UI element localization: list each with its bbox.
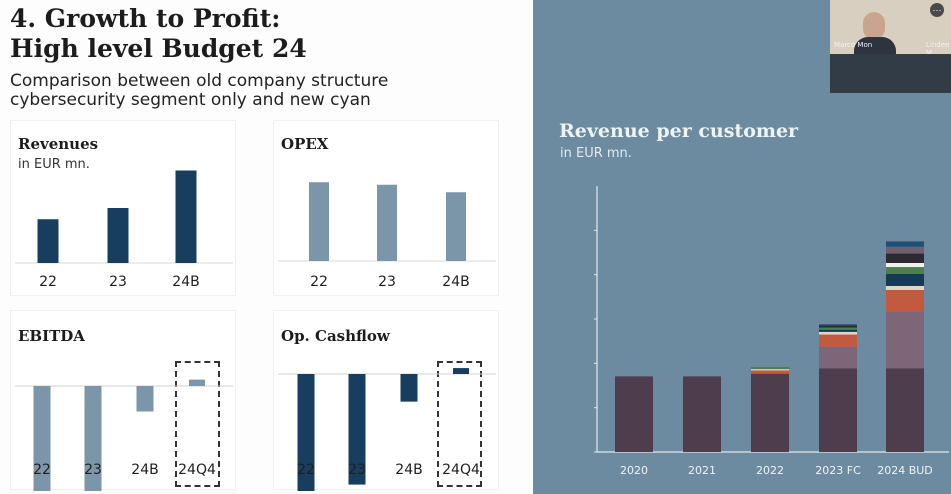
- rpc-bar-2023-fc-base: [819, 368, 857, 452]
- rpc-bar-2022-base: [751, 373, 789, 452]
- revenues-bar-22: [37, 219, 59, 263]
- rpc-bar-2023-fc-segment-10: [819, 324, 857, 326]
- ebitda-tick-24q4: 24Q4: [178, 462, 216, 478]
- slide-subtitle-line1: Comparison between old company structure: [10, 71, 389, 91]
- ebitda-bar-23: [84, 386, 102, 491]
- revenues-panel: Revenues in EUR mn. 22 23 24B: [10, 120, 236, 296]
- op_cashflow-tick-22: 22: [297, 462, 315, 478]
- rpc-bar-2022-segment-6: [751, 366, 789, 370]
- rpc-tick-2022: 2022: [756, 464, 784, 477]
- ebitda-bar-24q4: [189, 379, 205, 386]
- opex-bar-22: [309, 182, 329, 261]
- rpc-tick-2023-fc: 2023 FC: [815, 464, 861, 477]
- slide-title-line1: 4. Growth to Profit:: [10, 4, 281, 33]
- rpc-bar-2024-bud-segment-10: [886, 241, 924, 247]
- ebitda-bar-22: [33, 386, 51, 491]
- rpc-bar-2023-fc-segment-5: [819, 329, 857, 332]
- rpc-unit: in EUR mn.: [560, 146, 632, 161]
- rpc-bar-2023-fc-segment-8: [819, 325, 857, 328]
- ebitda-chart: 22 23 24B 24Q4: [15, 379, 233, 491]
- op_cashflow-tick-24q4: 24Q4: [442, 462, 480, 478]
- op-cashflow-chart: 22 23 24B 24Q4: [278, 368, 496, 491]
- ebitda-tick-24b: 24B: [131, 462, 158, 478]
- rpc-bar-2023-fc-segment-3: [819, 334, 857, 347]
- rpc-bar-2024-bud-segment-4: [886, 285, 924, 290]
- left-slide-area: 4. Growth to Profit: High level Budget 2…: [10, 4, 499, 491]
- rpc-bar-2024-bud-base: [886, 368, 924, 452]
- revenues-bar-23: [107, 208, 129, 263]
- participant-name-right: Linden M: [926, 41, 950, 57]
- slide-subtitle: Comparison between old company structure…: [10, 72, 388, 110]
- opex-chart: 22 23 24B: [278, 182, 496, 290]
- ebitda-tick-22: 22: [33, 462, 51, 478]
- ebitda-bar-24b: [136, 386, 154, 412]
- participant-name-left: Marco Mon: [834, 41, 873, 49]
- ebitda-tick-23: 23: [84, 462, 102, 478]
- revenues-chart: 22 23 24B: [15, 170, 233, 290]
- slide-title-line2: High level Budget 24: [10, 34, 307, 63]
- op-cashflow-24q4-highlight-box: [437, 361, 482, 487]
- more-options-icon[interactable]: ⋯: [930, 3, 944, 17]
- op-cashflow-title: Op. Cashflow: [281, 327, 390, 345]
- participant-head: [863, 12, 885, 39]
- rpc-bar-2022-segment-3: [751, 370, 789, 374]
- ebitda-24q4-highlight-box: [175, 361, 220, 487]
- opex-panel: OPEX 22 23 24B: [273, 120, 499, 296]
- ebitda-title: EBITDA: [18, 327, 85, 345]
- rpc-bar-2024-bud-segment-2: [886, 311, 924, 369]
- rpc-tick-2020: 2020: [620, 464, 648, 477]
- rpc-bar-2024-bud-segment-6: [886, 267, 924, 274]
- revenues-title: Revenues: [18, 135, 99, 153]
- rpc-bar-2023-fc-segment-4: [819, 331, 857, 335]
- slide-title: 4. Growth to Profit: High level Budget 2…: [10, 4, 307, 64]
- rpc-chart: 2020 2021 2022 2023 FC 2024 BUD: [594, 186, 949, 477]
- rpc-bar-2023-fc-segment-6: [819, 327, 857, 330]
- op-cashflow-panel: Op. Cashflow 22 23 24B 24Q4: [273, 310, 499, 491]
- revenues-tick-24b: 24B: [172, 274, 199, 290]
- opex-bar-24b: [446, 192, 466, 261]
- webcam-overlay: Marco Mon Linden M ⋯: [830, 0, 951, 93]
- opex-tick-23: 23: [378, 274, 396, 290]
- rpc-tick-2021: 2021: [688, 464, 716, 477]
- rpc-bar-2024-bud-segment-5: [886, 273, 924, 286]
- op_cashflow-tick-24b: 24B: [395, 462, 422, 478]
- opex-bar-23: [377, 184, 397, 261]
- ebitda-panel: EBITDA 22 23 24B 24Q4: [10, 310, 236, 491]
- op_cashflow-bar-24b: [400, 374, 418, 402]
- rpc-bar-2024-bud-segment-3: [886, 290, 924, 312]
- opex-title: OPEX: [281, 135, 329, 153]
- rpc-title: Revenue per customer: [559, 120, 799, 142]
- revenues-tick-23: 23: [109, 274, 127, 290]
- rpc-bar-2024-bud-segment-7: [886, 263, 924, 268]
- op_cashflow-bar-22: [297, 374, 315, 491]
- revenues-bar-24b: [175, 170, 197, 263]
- op_cashflow-tick-23: 23: [348, 462, 366, 478]
- revenues-tick-22: 22: [39, 274, 57, 290]
- rpc-bar-2024-bud-segment-9: [886, 246, 924, 254]
- participant-body: [854, 37, 896, 59]
- rpc-bar-2022-segment-4: [751, 369, 789, 371]
- rpc-tick-2024-bud: 2024 BUD: [877, 464, 933, 477]
- webcam-bottom-bar: [830, 54, 951, 93]
- op_cashflow-bar-23: [348, 374, 366, 485]
- opex-tick-22: 22: [310, 274, 328, 290]
- slide-subtitle-line2: cybersecurity segment only and new cyan: [10, 90, 371, 110]
- rpc-bar-2020-base: [615, 376, 653, 452]
- revenues-unit: in EUR mn.: [18, 157, 90, 172]
- rpc-bar-2023-fc-segment-2: [819, 346, 857, 369]
- opex-tick-24b: 24B: [442, 274, 469, 290]
- rpc-bar-2021-base: [683, 376, 721, 452]
- rpc-bar-2024-bud-segment-8: [886, 253, 924, 263]
- op_cashflow-bar-24q4: [453, 368, 469, 374]
